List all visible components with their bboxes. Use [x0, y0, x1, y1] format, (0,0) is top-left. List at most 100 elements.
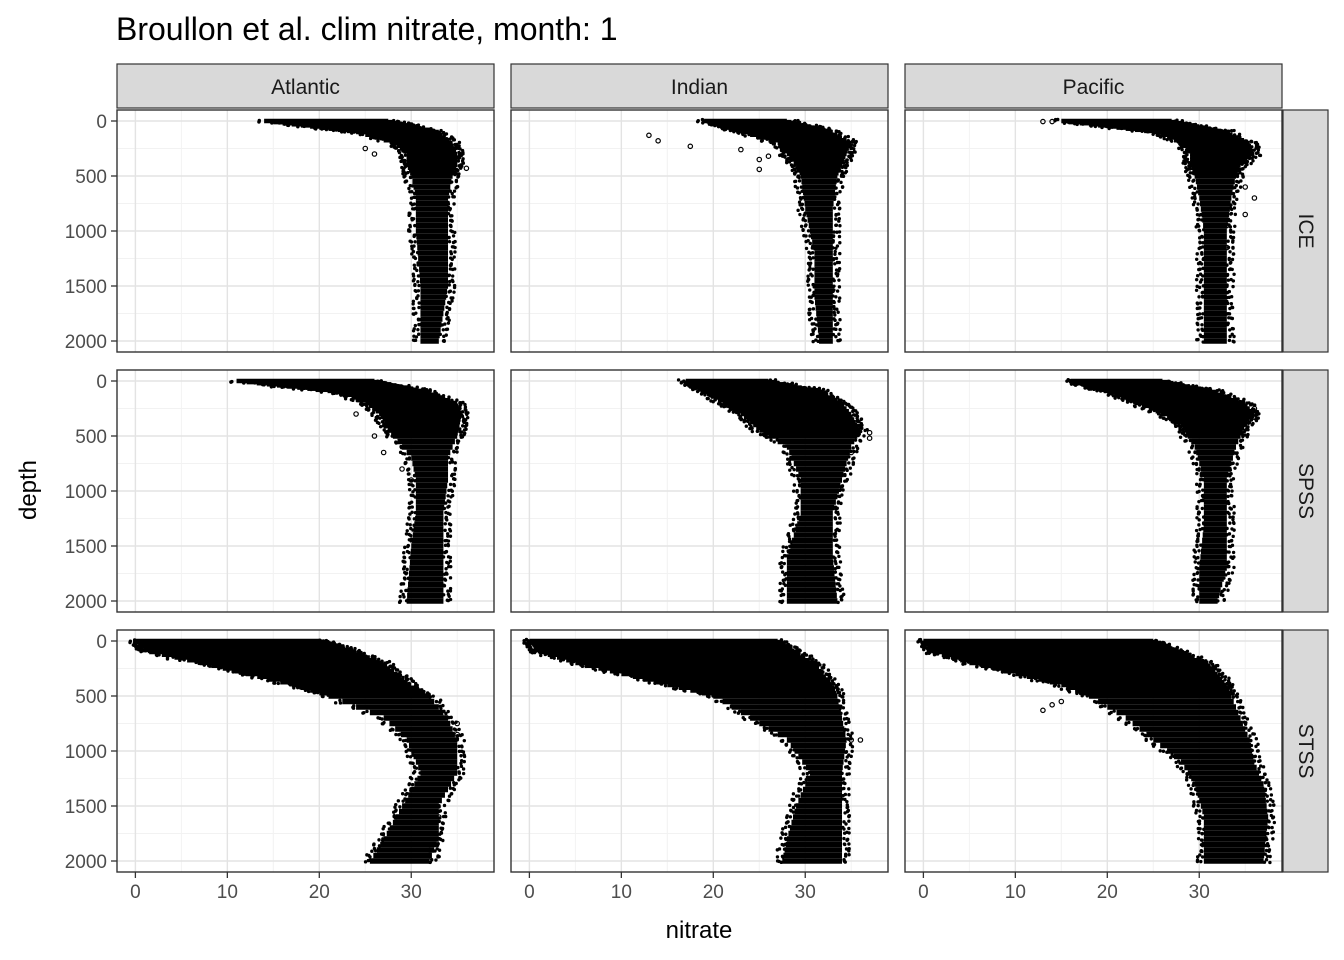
data-point: [1254, 151, 1259, 156]
data-point: [443, 522, 447, 526]
data-point-band: [814, 266, 833, 273]
data-point-band: [800, 792, 843, 798]
data-point: [405, 567, 409, 572]
data-point: [1142, 733, 1147, 737]
data-point-band: [1203, 814, 1269, 820]
data-point-band: [814, 277, 833, 284]
data-point-band: [413, 753, 458, 760]
data-point-band: [1199, 797, 1266, 804]
data-point: [795, 473, 800, 478]
data-point: [1229, 301, 1234, 306]
data-point: [750, 429, 754, 434]
data-point: [687, 143, 694, 150]
data-point: [403, 560, 407, 564]
data-point-band: [417, 775, 455, 782]
data-point: [837, 234, 842, 239]
data-point: [920, 641, 924, 646]
data-point: [465, 412, 469, 417]
data-point: [406, 543, 411, 548]
data-point-band: [816, 310, 833, 317]
data-point-band: [356, 704, 439, 710]
data-point-band: [806, 211, 833, 218]
data-point: [1244, 726, 1248, 730]
data-point: [450, 191, 454, 196]
data-point: [522, 641, 526, 645]
data-point-band: [1203, 852, 1265, 859]
data-point: [360, 403, 364, 407]
data-point-band: [419, 272, 449, 278]
data-point-band: [412, 532, 444, 538]
data-point-band: [418, 255, 449, 262]
data-point: [839, 180, 843, 185]
data-point: [454, 720, 461, 727]
data-point: [733, 710, 737, 714]
data-point: [1258, 759, 1262, 763]
data-point-band: [1203, 338, 1227, 344]
data-point: [1235, 197, 1239, 202]
data-point: [457, 140, 462, 145]
data-point: [756, 166, 763, 173]
data-point: [1177, 430, 1181, 434]
data-point-band: [815, 299, 833, 306]
data-point-band: [809, 228, 833, 234]
data-point: [401, 149, 405, 153]
data-point-band: [379, 411, 462, 417]
data-point: [1188, 164, 1192, 169]
data-point: [1236, 699, 1240, 704]
data-point: [778, 561, 782, 566]
data-point: [1227, 581, 1231, 585]
data-point: [144, 649, 148, 653]
data-point: [238, 671, 242, 675]
data-point: [1196, 167, 1203, 174]
data-point: [404, 677, 409, 681]
data-point-band: [1203, 277, 1227, 284]
data-point-band: [1116, 709, 1239, 716]
data-point: [1200, 843, 1205, 848]
y-tick-label: 1000: [65, 742, 107, 763]
data-point: [842, 831, 847, 835]
data-point: [1197, 830, 1201, 835]
data-point: [1243, 164, 1248, 169]
data-point: [365, 709, 369, 714]
data-point: [1262, 860, 1267, 864]
data-point: [834, 323, 838, 327]
data-point: [397, 150, 402, 155]
data-point: [1201, 515, 1206, 519]
data-point-band: [406, 157, 458, 162]
data-point: [837, 338, 841, 343]
data-point-band: [1190, 162, 1241, 168]
data-point: [452, 483, 457, 488]
data-point: [324, 388, 328, 392]
data-point: [838, 494, 842, 499]
data-point-band: [722, 698, 839, 705]
data-point-band: [395, 814, 439, 820]
data-point: [806, 229, 811, 233]
data-point: [796, 794, 801, 798]
data-point: [800, 189, 804, 193]
data-point: [785, 815, 789, 820]
data-point: [839, 485, 844, 489]
data-point: [798, 195, 803, 200]
data-point: [772, 440, 776, 444]
y-tick-label: 1500: [65, 277, 107, 298]
data-point: [1040, 118, 1046, 125]
data-point: [780, 854, 785, 858]
data-point: [847, 831, 851, 835]
data-point: [463, 402, 467, 407]
data-point: [979, 663, 983, 667]
data-point: [788, 803, 792, 808]
data-point: [449, 488, 453, 492]
data-point-band: [796, 466, 846, 472]
data-point: [1224, 573, 1228, 577]
data-point: [1229, 485, 1233, 489]
data-point: [858, 438, 862, 443]
data-point: [1195, 467, 1199, 472]
data-point: [593, 668, 598, 672]
data-point-band: [1199, 592, 1220, 599]
data-point: [806, 283, 811, 287]
data-point: [377, 844, 382, 848]
data-point: [1197, 821, 1202, 826]
data-point: [840, 777, 845, 781]
data-point: [1242, 711, 1246, 715]
data-point-band: [406, 154, 458, 159]
